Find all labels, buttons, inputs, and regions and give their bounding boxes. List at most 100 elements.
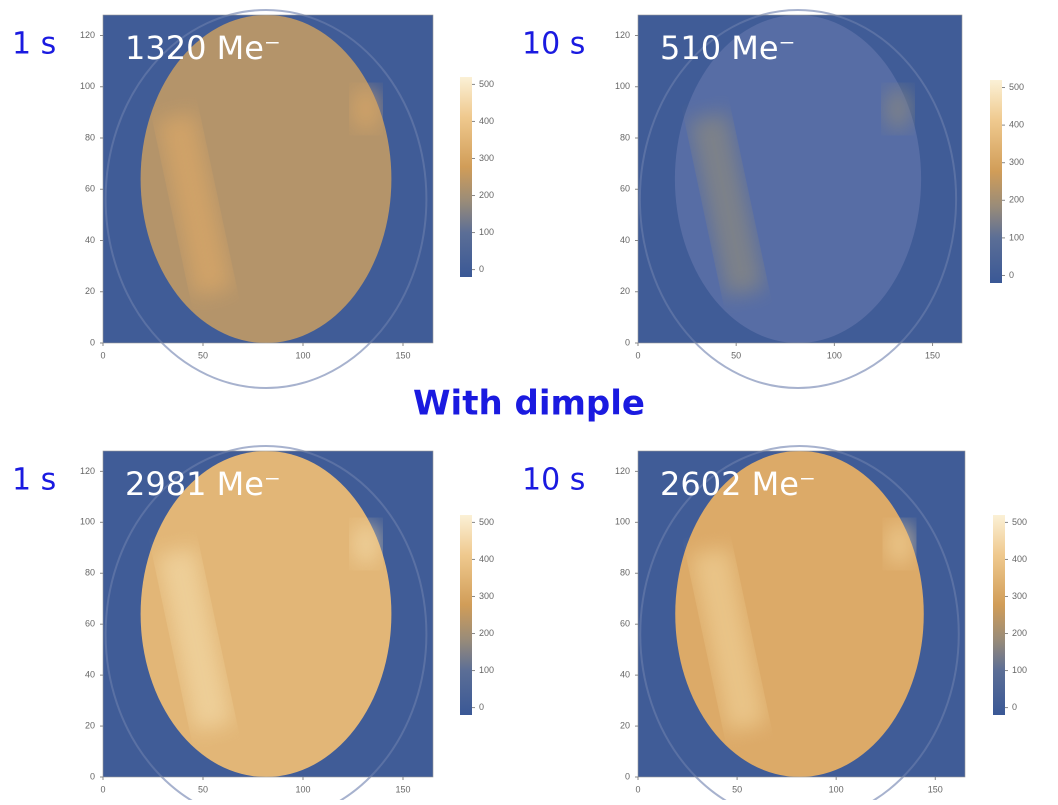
y-tick-label: 20: [620, 720, 630, 730]
y-tick-label: 80: [620, 132, 630, 142]
colorbar: [990, 80, 1002, 283]
y-tick-label: 120: [80, 466, 95, 476]
colorbar-tick-label: 500: [479, 517, 494, 527]
bright-streak: [156, 547, 233, 732]
colorbar-tick-label: 0: [479, 264, 484, 274]
colorbar: [460, 77, 472, 277]
y-tick-label: 0: [90, 337, 95, 347]
time-label: 10 s: [522, 27, 585, 62]
x-tick-label: 50: [731, 350, 741, 360]
y-tick-label: 60: [85, 184, 95, 194]
colorbar-tick-label: 100: [1012, 665, 1027, 675]
count-label: 2981 Me⁻: [125, 465, 281, 503]
y-tick-label: 120: [615, 466, 630, 476]
x-tick-label: 0: [635, 784, 640, 794]
count-label: 510 Me⁻: [660, 29, 795, 67]
x-tick-label: 50: [198, 350, 208, 360]
colorbar-tick-label: 100: [479, 227, 494, 237]
frame: [637, 14, 963, 344]
x-tick-label: 150: [395, 350, 410, 360]
bright-streak: [688, 112, 765, 297]
y-tick-label: 40: [85, 670, 95, 680]
y-tick-label: 20: [620, 286, 630, 296]
colorbar-tick-label: 0: [479, 702, 484, 712]
x-tick-label: 50: [732, 784, 742, 794]
colorbar-tick-label: 0: [1012, 702, 1017, 712]
colorbar-tick-label: 300: [1012, 591, 1027, 601]
heatmap-image: [140, 15, 392, 343]
time-label: 10 s: [522, 463, 585, 498]
bright-spot: [352, 87, 380, 131]
colorbar: [460, 515, 472, 715]
x-tick-label: 150: [395, 784, 410, 794]
colorbar-tick-label: 300: [1009, 157, 1024, 167]
y-tick-label: 60: [620, 619, 630, 629]
count-label: 2602 Me⁻: [660, 465, 816, 503]
colorbar-tick-label: 100: [479, 665, 494, 675]
colorbar-tick-label: 200: [1009, 195, 1024, 205]
x-tick-label: 100: [295, 350, 310, 360]
y-tick-label: 80: [85, 132, 95, 142]
time-label: 1 s: [12, 463, 56, 498]
x-tick-label: 100: [827, 350, 842, 360]
y-tick-label: 80: [85, 568, 95, 578]
y-tick-label: 60: [85, 619, 95, 629]
faint-ring: [104, 9, 428, 389]
colorbar: [993, 515, 1005, 715]
colorbar-tick-label: 200: [1012, 628, 1027, 638]
bright-streak: [689, 547, 767, 732]
heatmap-panel: 0 20 40 60 80 100 120 0 50 100 150 0 100 200 300 400 500…: [12, 9, 494, 389]
colorbar-tick-label: 400: [1009, 119, 1024, 129]
heatmap-image: [675, 451, 924, 777]
colorbar-tick-label: 400: [1012, 554, 1027, 564]
y-tick-label: 100: [615, 81, 630, 91]
bright-streak: [156, 112, 233, 297]
frame: [637, 450, 966, 778]
count-label: 1320 Me⁻: [125, 29, 281, 67]
y-tick-label: 60: [620, 184, 630, 194]
colorbar-tick-label: 0: [1009, 270, 1014, 280]
y-tick-label: 120: [615, 30, 630, 40]
colorbar-tick-label: 300: [479, 153, 494, 163]
colorbar-tick-label: 500: [479, 79, 494, 89]
colorbar-tick-label: 200: [479, 628, 494, 638]
time-label: 1 s: [12, 27, 56, 62]
y-tick-label: 40: [620, 670, 630, 680]
y-tick-label: 40: [85, 235, 95, 245]
bright-spot: [884, 87, 912, 131]
colorbar-tick-label: 400: [479, 116, 494, 126]
y-tick-label: 120: [80, 30, 95, 40]
y-tick-label: 0: [625, 337, 630, 347]
bright-spot: [352, 522, 380, 566]
frame: [102, 450, 434, 778]
y-tick-label: 40: [620, 235, 630, 245]
y-tick-label: 100: [80, 81, 95, 91]
x-tick-label: 150: [925, 350, 940, 360]
x-tick-label: 0: [100, 784, 105, 794]
x-tick-label: 150: [928, 784, 943, 794]
y-tick-label: 20: [85, 720, 95, 730]
y-tick-label: 0: [625, 771, 630, 781]
x-tick-label: 50: [198, 784, 208, 794]
faint-ring: [639, 445, 960, 805]
x-tick-label: 0: [635, 350, 640, 360]
heatmap-image: [140, 451, 392, 777]
y-tick-label: 100: [615, 517, 630, 527]
x-tick-label: 100: [829, 784, 844, 794]
heatmap-panel: 0 20 40 60 80 100 120 0 50 100 150 0 100 200 300 400 500…: [522, 445, 1027, 805]
colorbar-tick-label: 300: [479, 591, 494, 601]
colorbar-tick-label: 500: [1012, 517, 1027, 527]
heatmap-panel: 0 20 40 60 80 100 120 0 50 100 150 0 100 200 300 400 500…: [522, 9, 1024, 389]
heading: With dimple: [413, 384, 645, 424]
faint-ring: [104, 445, 428, 805]
heatmap-panel: 0 20 40 60 80 100 120 0 50 100 150 0 100 200 300 400 500…: [12, 445, 494, 805]
colorbar-tick-label: 100: [1009, 232, 1024, 242]
x-tick-label: 100: [295, 784, 310, 794]
y-tick-label: 20: [85, 286, 95, 296]
y-tick-label: 100: [80, 517, 95, 527]
heatmap-image: [674, 15, 922, 343]
y-tick-label: 80: [620, 568, 630, 578]
frame: [102, 14, 434, 344]
colorbar-tick-label: 200: [479, 190, 494, 200]
